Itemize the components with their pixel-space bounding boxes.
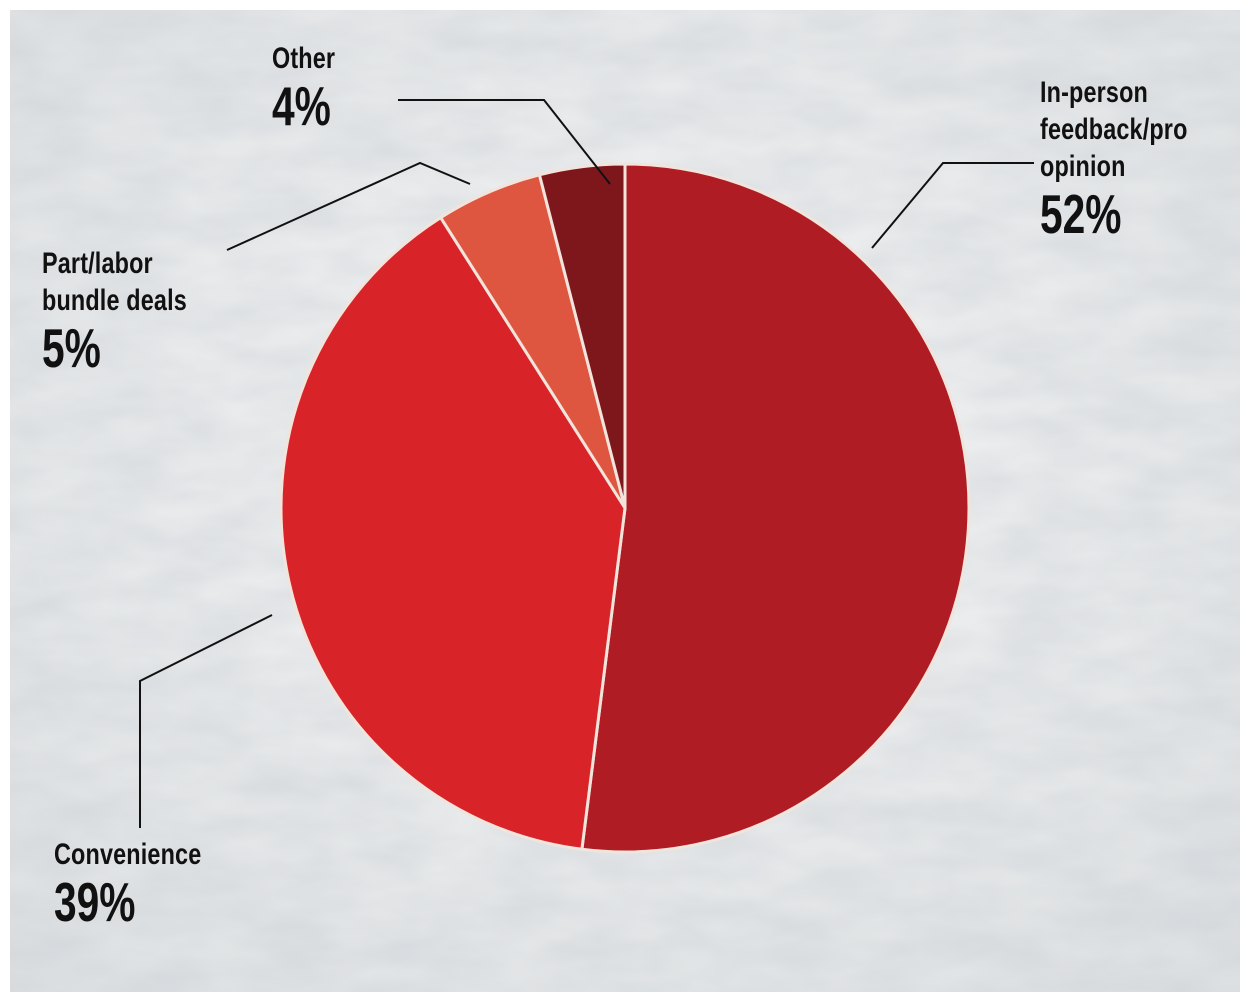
pie-slice-convenience	[279, 216, 627, 851]
label-convenience-value: 39%	[54, 871, 136, 933]
leader-line-inperson	[871, 162, 1034, 249]
label-bundle-value: 5%	[42, 317, 101, 379]
leader-line-bundle	[226, 161, 471, 251]
label-inperson-name-line-2: feedback/pro	[1040, 113, 1188, 146]
label-inperson: In-person feedback/pro opinion 52%	[1040, 74, 1229, 243]
label-other-value: 4%	[272, 75, 331, 137]
label-bundle: Part/labor bundle deals 5%	[42, 245, 228, 377]
label-convenience: Convenience 39%	[54, 836, 243, 931]
pie-slice-inperson	[580, 162, 971, 854]
label-bundle-name-line-2: bundle deals	[42, 284, 187, 317]
label-other: Other 4%	[272, 40, 353, 135]
label-other-name-line-1: Other	[272, 42, 336, 75]
label-convenience-name-line-1: Convenience	[54, 838, 202, 871]
pie-slice-other	[537, 162, 627, 510]
label-inperson-value: 52%	[1040, 183, 1122, 245]
label-inperson-name-line-1: In-person	[1040, 76, 1149, 109]
label-inperson-name-line-3: opinion	[1040, 150, 1126, 183]
label-bundle-name-line-1: Part/labor	[42, 247, 153, 280]
leader-line-convenience	[139, 614, 273, 828]
leader-line-other	[398, 99, 611, 185]
